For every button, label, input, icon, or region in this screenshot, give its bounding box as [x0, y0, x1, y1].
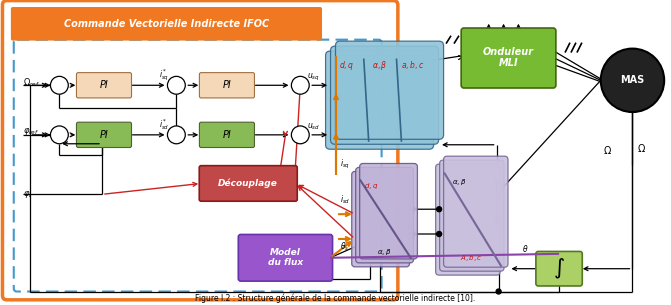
FancyBboxPatch shape	[352, 171, 409, 267]
Text: $i_{sd}$: $i_{sd}$	[340, 193, 350, 206]
FancyBboxPatch shape	[360, 163, 417, 259]
Text: $\int$: $\int$	[553, 257, 565, 281]
Text: Onduleur
MLI: Onduleur MLI	[483, 47, 534, 68]
Text: Model
du flux: Model du flux	[268, 248, 303, 267]
Text: $\Omega$: $\Omega$	[637, 142, 646, 154]
Text: $d,q$: $d,q$	[364, 181, 378, 192]
FancyBboxPatch shape	[435, 164, 500, 275]
Text: $u_{sq}$: $u_{sq}$	[307, 72, 320, 83]
Text: $\Omega_{ref}$: $\Omega_{ref}$	[23, 76, 40, 88]
Circle shape	[291, 76, 309, 94]
FancyBboxPatch shape	[199, 166, 297, 201]
Circle shape	[496, 289, 501, 294]
Text: $\alpha,\beta$: $\alpha,\beta$	[377, 247, 392, 257]
Text: MAS: MAS	[620, 75, 645, 85]
FancyBboxPatch shape	[238, 235, 333, 281]
FancyBboxPatch shape	[536, 251, 582, 286]
FancyBboxPatch shape	[199, 122, 254, 148]
Text: $\theta$: $\theta$	[522, 243, 528, 254]
FancyBboxPatch shape	[336, 41, 444, 139]
FancyBboxPatch shape	[444, 156, 508, 267]
Text: $\alpha,\beta$: $\alpha,\beta$	[372, 59, 387, 72]
FancyBboxPatch shape	[76, 73, 132, 98]
FancyBboxPatch shape	[11, 8, 321, 40]
Text: $d,q$: $d,q$	[340, 59, 354, 72]
Text: $i^*_{sd}$: $i^*_{sd}$	[159, 117, 170, 132]
Circle shape	[437, 231, 442, 236]
Text: PI: PI	[223, 80, 231, 90]
Circle shape	[50, 126, 68, 144]
Circle shape	[601, 48, 664, 112]
Circle shape	[50, 76, 68, 94]
Text: $u_{sd}$: $u_{sd}$	[307, 122, 320, 132]
Text: $\varphi_r$: $\varphi_r$	[23, 189, 33, 200]
Text: $\theta_s$: $\theta_s$	[340, 241, 350, 253]
Text: $i^*_{sq}$: $i^*_{sq}$	[160, 68, 170, 83]
FancyBboxPatch shape	[325, 51, 433, 149]
Circle shape	[168, 126, 185, 144]
Text: $a,b,c$: $a,b,c$	[401, 59, 424, 71]
Text: PI: PI	[99, 130, 108, 140]
Circle shape	[168, 76, 185, 94]
Text: $\Omega$: $\Omega$	[603, 144, 612, 156]
Text: Découplage: Découplage	[218, 179, 278, 188]
Text: $\alpha,\beta$: $\alpha,\beta$	[452, 178, 466, 188]
Text: Commande Vectorielle Indirecte IFOC: Commande Vectorielle Indirecte IFOC	[64, 19, 269, 29]
Text: $\varphi_{ref}$: $\varphi_{ref}$	[23, 126, 39, 137]
Circle shape	[437, 207, 442, 212]
Text: $A,b,c$: $A,b,c$	[460, 253, 482, 263]
FancyBboxPatch shape	[76, 122, 132, 148]
FancyBboxPatch shape	[331, 46, 439, 144]
FancyBboxPatch shape	[356, 167, 413, 263]
FancyBboxPatch shape	[199, 73, 254, 98]
Text: PI: PI	[223, 130, 231, 140]
Text: Figure I.2 : Structure générale de la commande vectorielle indirecte [10].: Figure I.2 : Structure générale de la co…	[195, 294, 475, 303]
FancyBboxPatch shape	[440, 160, 504, 271]
FancyBboxPatch shape	[461, 28, 556, 88]
Text: PI: PI	[99, 80, 108, 90]
Circle shape	[291, 126, 309, 144]
Text: $i_{sq}$: $i_{sq}$	[340, 158, 350, 171]
